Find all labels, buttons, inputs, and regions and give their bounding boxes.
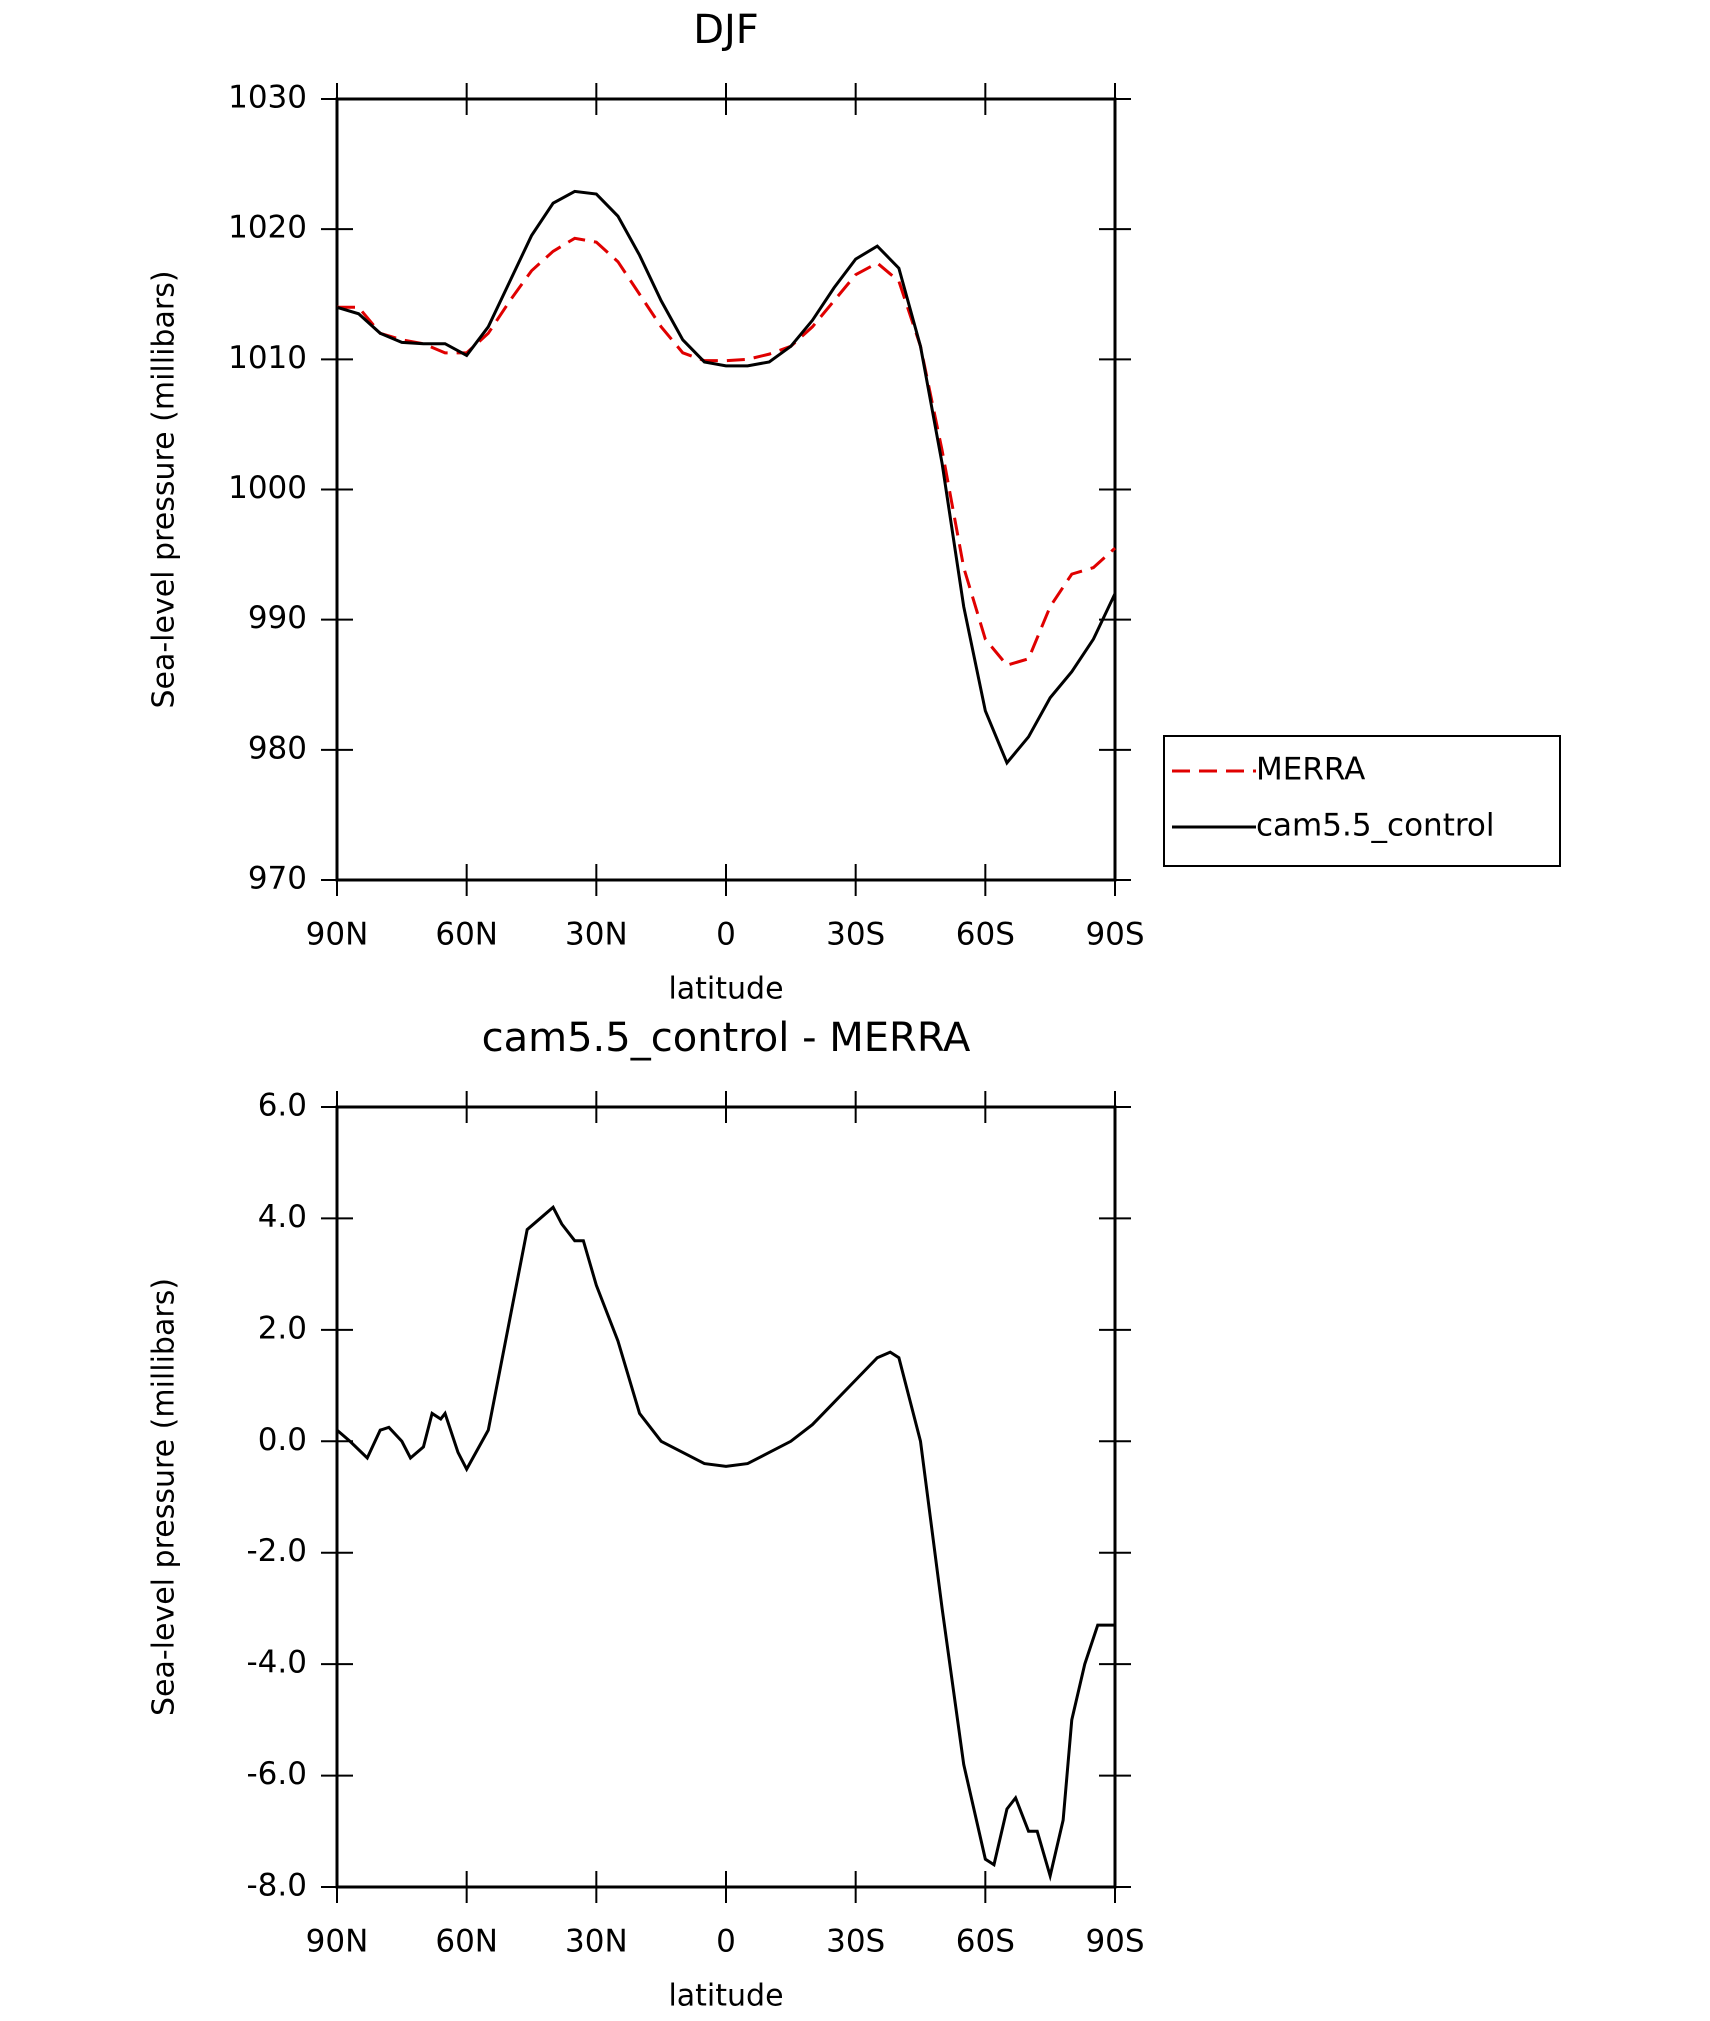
x-tick-label: 90N [306, 917, 369, 953]
y-tick-label: 1000 [228, 470, 307, 506]
y-tick-label: 990 [248, 600, 307, 636]
y-axis-label: Sea-level pressure (millibars) [147, 270, 182, 708]
plot-frame [335, 1105, 1117, 1889]
y-tick-label: 0.0 [258, 1422, 307, 1458]
y-tick-label: 1020 [228, 210, 307, 246]
legend-box [1163, 735, 1561, 867]
legend-label: cam5.5_control [1256, 808, 1495, 844]
x-tick-label: 0 [716, 1924, 736, 1960]
data-line [337, 236, 1117, 667]
data-line [336, 189, 1117, 766]
x-tick-label: 30N [565, 1924, 628, 1960]
y-tick-label: -6.0 [247, 1756, 308, 1792]
chart-title: DJF [693, 7, 759, 53]
legend-label: MERRA [1256, 752, 1365, 788]
y-tick-label: 2.0 [258, 1310, 307, 1346]
x-tick-label: 60S [956, 917, 1015, 953]
x-axis-label: latitude [668, 972, 783, 1007]
x-tick-label: 90S [1085, 917, 1144, 953]
y-tick-label: 4.0 [258, 1199, 307, 1235]
y-axis-label: Sea-level pressure (millibars) [147, 1278, 182, 1716]
x-tick-label: 60S [956, 1924, 1015, 1960]
x-tick-label: 30S [826, 1924, 885, 1960]
x-tick-label: 90N [306, 1924, 369, 1960]
x-tick-label: 0 [716, 917, 736, 953]
x-tick-label: 30N [565, 917, 628, 953]
y-tick-label: -2.0 [247, 1533, 308, 1569]
plot-frame [335, 97, 1117, 882]
x-axis-label: latitude [668, 1979, 783, 2014]
y-tick-label: -8.0 [247, 1868, 308, 1904]
chart-title: cam5.5_control - MERRA [482, 1015, 971, 1061]
x-tick-label: 90S [1085, 1924, 1144, 1960]
y-tick-label: -4.0 [247, 1645, 308, 1681]
y-tick-label: 1010 [228, 340, 307, 376]
x-tick-label: 30S [826, 917, 885, 953]
data-line [336, 1204, 1115, 1882]
y-tick-label: 980 [248, 730, 307, 766]
y-tick-label: 970 [248, 861, 307, 897]
y-tick-label: 6.0 [258, 1088, 307, 1124]
x-tick-label: 60N [435, 917, 498, 953]
y-tick-label: 1030 [228, 80, 307, 116]
x-tick-label: 60N [435, 1924, 498, 1960]
